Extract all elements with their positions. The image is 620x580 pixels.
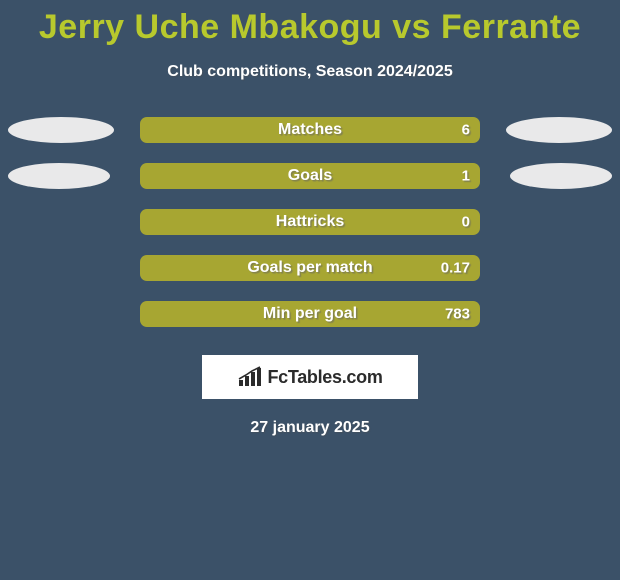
stat-value: 1 <box>462 168 470 185</box>
site-logo: FcTables.com <box>202 355 418 399</box>
ellipse-right <box>506 117 612 143</box>
page-subtitle: Club competitions, Season 2024/2025 <box>167 63 452 81</box>
stat-label: Goals <box>288 167 332 185</box>
footer-date: 27 january 2025 <box>250 419 369 437</box>
ellipse-left <box>8 117 114 143</box>
stat-row: Min per goal 783 <box>0 301 620 327</box>
stat-label: Hattricks <box>276 213 344 231</box>
stat-row: Matches 6 <box>0 117 620 143</box>
stat-value: 783 <box>445 306 470 323</box>
stat-bar: Goals per match 0.17 <box>140 255 480 281</box>
bar-chart-icon <box>237 366 263 388</box>
comparison-infographic: Jerry Uche Mbakogu vs Ferrante Club comp… <box>0 0 620 580</box>
stat-row: Hattricks 0 <box>0 209 620 235</box>
stat-label: Matches <box>278 121 342 139</box>
stat-bar: Matches 6 <box>140 117 480 143</box>
stat-label: Min per goal <box>263 305 357 323</box>
stat-bar: Goals 1 <box>140 163 480 189</box>
stat-label: Goals per match <box>247 259 372 277</box>
stat-value: 0.17 <box>441 260 470 277</box>
stat-row: Goals per match 0.17 <box>0 255 620 281</box>
stat-bar: Min per goal 783 <box>140 301 480 327</box>
stat-value: 0 <box>462 214 470 231</box>
stat-bar: Hattricks 0 <box>140 209 480 235</box>
stat-rows: Matches 6 Goals 1 Hattricks 0 Goals per match 0… <box>0 117 620 327</box>
logo-text: FcTables.com <box>267 367 382 388</box>
stat-value: 6 <box>462 122 470 139</box>
page-title: Jerry Uche Mbakogu vs Ferrante <box>39 8 581 47</box>
ellipse-right <box>510 163 612 189</box>
stat-row: Goals 1 <box>0 163 620 189</box>
ellipse-left <box>8 163 110 189</box>
